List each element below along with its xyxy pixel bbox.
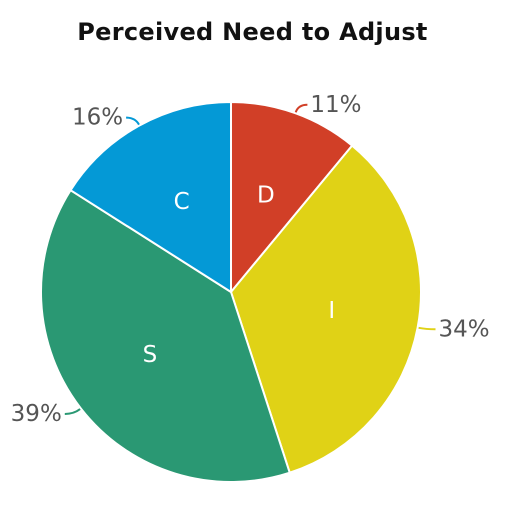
chart-title: Perceived Need to Adjust [77,18,428,46]
slice-label-c: C [174,189,190,215]
pie-slice-c [69,100,232,294]
leader-line-d [294,103,308,113]
percent-label-d: 11% [310,92,361,118]
slices-layer [40,100,422,483]
percent-label-i: 34% [439,316,490,342]
leader-line-s [64,408,81,415]
leader-lines-layer [64,103,436,415]
pie-slice-d [230,100,354,295]
slice-label-i: I [328,298,335,324]
labels-layer: D 11% I 34% S 39% C 16% [11,92,490,427]
slice-label-d: D [257,183,275,209]
leader-line-c [126,116,140,126]
slice-label-s: S [143,342,158,368]
leader-line-i [418,326,436,331]
pie-slice-s [40,188,291,483]
pie-slice-i [229,144,422,474]
percent-label-s: 39% [11,401,62,427]
percent-label-c: 16% [72,105,123,131]
